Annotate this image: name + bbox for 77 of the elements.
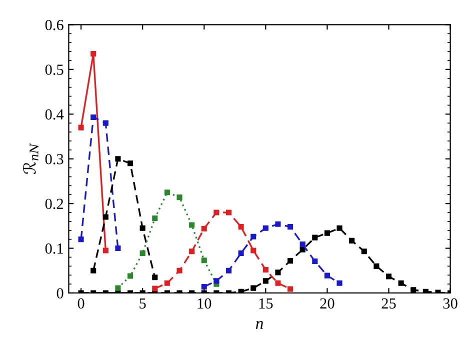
point <box>152 286 158 292</box>
point <box>324 272 330 278</box>
point <box>102 214 108 220</box>
y-tick-label: 0.3 <box>45 154 64 164</box>
point <box>115 246 121 252</box>
point <box>275 280 281 286</box>
point <box>398 280 404 286</box>
point <box>90 114 96 120</box>
point <box>312 258 318 264</box>
point <box>275 221 281 227</box>
point <box>361 248 367 254</box>
point <box>164 190 170 196</box>
point <box>201 284 207 290</box>
point <box>201 226 207 232</box>
x-tick-label: 5 <box>140 298 146 309</box>
point <box>336 225 342 231</box>
point <box>250 234 256 240</box>
point <box>78 124 84 130</box>
point <box>238 250 244 256</box>
point <box>275 270 281 276</box>
point <box>78 236 84 242</box>
point <box>214 278 220 284</box>
point <box>238 288 244 293</box>
point <box>176 268 182 274</box>
point <box>262 266 268 273</box>
point <box>127 273 134 279</box>
point <box>226 268 232 274</box>
x-tick-label: 20 <box>320 298 334 309</box>
point <box>214 210 220 216</box>
point <box>176 194 182 200</box>
point <box>115 156 121 162</box>
y-tick-label: 0 <box>56 288 64 298</box>
y-tick-label: 0.6 <box>45 20 64 30</box>
x-tick-label: 30 <box>443 298 458 309</box>
x-tick-label: 0 <box>78 298 84 309</box>
x-tick-label: 25 <box>382 298 396 309</box>
x-tick-label: 15 <box>259 298 273 309</box>
point <box>300 241 306 248</box>
point <box>312 234 318 240</box>
point <box>102 120 108 126</box>
y-axis-title: ℛ$_{nN}$ <box>22 143 38 174</box>
point <box>288 258 294 264</box>
y-tick-label: 0.5 <box>45 64 64 75</box>
point <box>250 248 256 254</box>
point <box>140 250 146 256</box>
y-tick-label: 0.2 <box>45 198 64 210</box>
point <box>115 285 121 291</box>
point <box>262 278 268 284</box>
point <box>410 287 416 293</box>
point <box>226 210 232 216</box>
point <box>422 288 428 293</box>
point <box>324 230 330 236</box>
point <box>189 222 195 228</box>
point <box>127 160 134 166</box>
y-tick-label: 0.1 <box>45 243 63 254</box>
point <box>262 225 268 231</box>
point <box>152 216 158 222</box>
point <box>288 286 294 292</box>
point <box>152 274 158 280</box>
point <box>288 224 294 230</box>
point <box>349 238 355 244</box>
point <box>102 248 108 254</box>
point <box>201 258 207 264</box>
point <box>374 263 380 269</box>
point <box>90 268 96 274</box>
x-axis-title: n <box>256 320 263 329</box>
point <box>90 50 96 57</box>
point <box>386 274 392 280</box>
point <box>189 248 195 254</box>
y-tick-label: 0.4 <box>45 109 64 120</box>
point <box>250 285 256 291</box>
point <box>238 224 244 230</box>
point <box>140 225 146 231</box>
point <box>336 280 342 286</box>
point <box>300 246 306 252</box>
point <box>164 280 170 286</box>
x-tick-label: 10 <box>198 298 212 309</box>
